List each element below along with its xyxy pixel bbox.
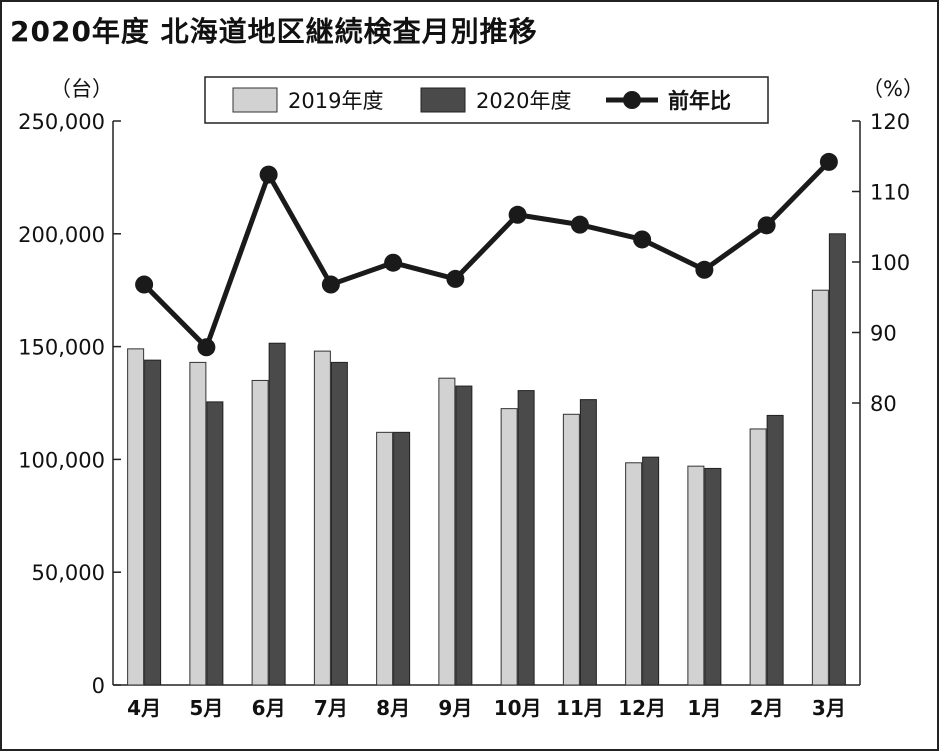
- bar-2019: [625, 462, 643, 686]
- x-tick-label: 9月: [438, 696, 472, 720]
- ratio-point: [819, 152, 838, 171]
- chart-bars: [127, 233, 846, 686]
- bar-2019: [562, 413, 580, 686]
- legend-label-2020: 2020年度: [476, 89, 571, 113]
- bar-2019: [749, 428, 767, 686]
- bar-2019: [811, 289, 829, 686]
- x-tick-label: 3月: [812, 696, 846, 720]
- ratio-point: [384, 253, 403, 272]
- ratio-line-path: [142, 160, 831, 350]
- right-axis-unit: （%）: [862, 77, 924, 101]
- x-tick-label: 8月: [376, 696, 410, 720]
- bar-2020: [517, 390, 535, 686]
- ratio-point: [570, 215, 589, 234]
- bar-2020: [704, 467, 722, 686]
- left-tick-label: 250,000: [18, 110, 105, 134]
- x-tick-label: 6月: [252, 696, 286, 720]
- bar-2020: [330, 361, 348, 686]
- x-tick-label: 10月: [494, 696, 542, 720]
- x-tick-label: 1月: [687, 696, 721, 720]
- left-tick-label: 200,000: [18, 223, 105, 247]
- legend-swatch-2020: [420, 87, 466, 113]
- bar-2020: [393, 431, 411, 686]
- bar-2019: [313, 350, 331, 686]
- ratio-point: [508, 205, 527, 224]
- bar-2020: [766, 414, 784, 686]
- legend-label-ratio: 前年比: [668, 89, 731, 113]
- bar-2019: [189, 361, 207, 686]
- x-tick-label: 11月: [556, 696, 604, 720]
- x-tick-label: 7月: [314, 696, 348, 720]
- ratio-point: [633, 230, 652, 249]
- legend-swatch-2019: [232, 87, 278, 113]
- left-tick-label: 100,000: [18, 448, 105, 472]
- chart-ratio-line: [135, 152, 838, 357]
- bar-2020: [268, 342, 286, 686]
- bar-2019: [687, 465, 705, 686]
- bar-2020: [579, 399, 597, 686]
- bar-2020: [828, 233, 846, 686]
- bar-2019: [438, 377, 456, 686]
- right-tick-label: 90: [870, 322, 897, 346]
- bar-2020: [144, 359, 162, 686]
- ratio-point: [197, 338, 216, 357]
- ratio-point: [446, 269, 465, 288]
- right-tick-label: 100: [870, 251, 910, 275]
- chart-axes: 0 50,000 100,000 150,000 200,000 250,000 80 90 1…: [18, 77, 924, 720]
- x-tick-label: 4月: [127, 696, 161, 720]
- ratio-point: [259, 165, 278, 184]
- chart-title: 2020年度 北海道地区継続検査月別推移: [10, 15, 538, 48]
- bar-2019: [500, 408, 518, 686]
- ratio-point: [757, 216, 776, 235]
- left-axis-unit: （台）: [50, 77, 113, 101]
- right-tick-label: 80: [870, 392, 897, 416]
- left-tick-label: 150,000: [18, 336, 105, 360]
- right-tick-label: 120: [870, 110, 910, 134]
- legend-box: [204, 76, 769, 124]
- legend-label-2019: 2019年度: [288, 89, 383, 113]
- right-tick-label: 110: [870, 181, 910, 205]
- ratio-point: [695, 260, 714, 279]
- x-tick-label: 2月: [750, 696, 784, 720]
- bar-2020: [642, 456, 660, 686]
- bar-2019: [127, 348, 145, 686]
- chart-legend: 2019年度 2020年度 前年比: [204, 76, 769, 124]
- x-tick-label: 5月: [189, 696, 223, 720]
- x-tick-label: 12月: [618, 696, 666, 720]
- ratio-point: [321, 275, 340, 294]
- bar-2020: [206, 401, 224, 686]
- left-tick-label: 0: [92, 674, 105, 698]
- bar-2019: [376, 431, 394, 686]
- bar-2019: [251, 379, 269, 686]
- bar-2020: [455, 385, 473, 686]
- ratio-point: [135, 275, 154, 294]
- legend-swatch-ratio-point: [623, 91, 641, 109]
- left-tick-label: 50,000: [32, 561, 105, 585]
